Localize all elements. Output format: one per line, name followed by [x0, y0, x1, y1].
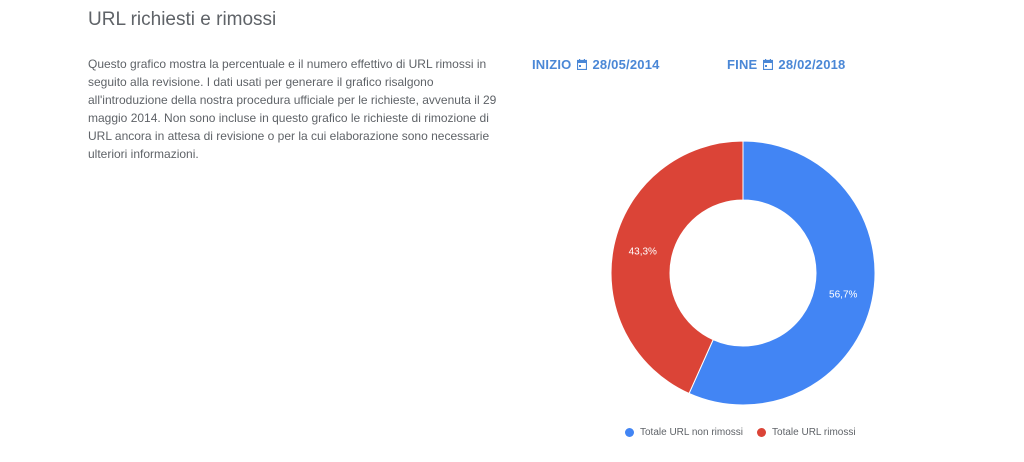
- end-date-label: FINE: [727, 57, 758, 72]
- start-date-label: INIZIO: [532, 57, 572, 72]
- legend-item-not-removed[interactable]: Totale URL non rimossi: [625, 427, 743, 438]
- legend-label-not-removed: Totale URL non rimossi: [640, 427, 744, 438]
- start-date-picker[interactable]: INIZIO 28/05/2014: [532, 57, 660, 72]
- calendar-icon: [763, 59, 774, 70]
- legend-dot-removed: [757, 428, 767, 437]
- donut-slice-1[interactable]: [610, 140, 744, 395]
- end-date-value: 28/02/2018: [778, 57, 846, 72]
- donut-slice-0[interactable]: [688, 140, 876, 406]
- donut-chart: 56,7% 43,3%: [610, 140, 876, 406]
- chart-description: Questo grafico mostra la percentuale e i…: [88, 57, 497, 161]
- legend-dot-not-removed: [625, 428, 634, 437]
- slice-label-1: 43,3%: [629, 247, 657, 258]
- start-date-value: 28/05/2014: [592, 57, 660, 72]
- slice-label-0: 56,7%: [829, 289, 857, 300]
- page-title: URL richiesti e rimossi: [88, 9, 277, 30]
- calendar-icon: [577, 59, 588, 70]
- legend-label-removed: Totale URL rimossi: [772, 427, 856, 438]
- legend-item-removed[interactable]: Totale URL rimossi: [757, 427, 856, 438]
- end-date-picker[interactable]: FINE 28/02/2018: [727, 57, 846, 72]
- chart-legend: Totale URL non rimossi Totale URL rimoss…: [625, 427, 870, 438]
